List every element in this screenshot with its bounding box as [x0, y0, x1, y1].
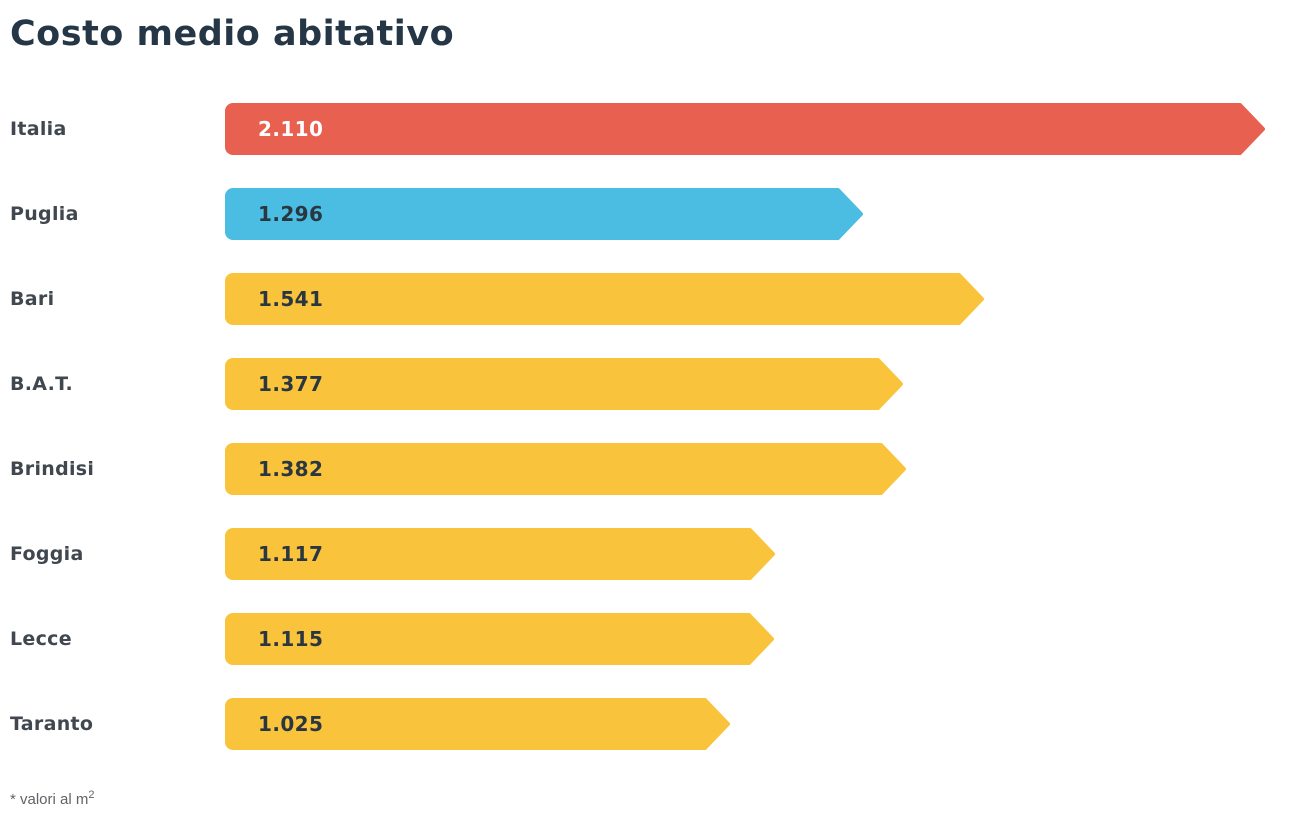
- bar-rect: 1.382: [225, 443, 881, 495]
- bar-value-label: 1.296: [258, 202, 324, 226]
- chart-row: Bari 1.541: [0, 273, 1311, 325]
- bar-value-label: 1.541: [258, 287, 324, 311]
- bar-rect: 1.115: [225, 613, 749, 665]
- bar: 1.117: [225, 528, 776, 580]
- bar-arrow-tip-icon: [749, 613, 774, 665]
- bar-arrow-tip-icon: [838, 188, 863, 240]
- bar-rect: 1.541: [225, 273, 959, 325]
- chart-row: Puglia 1.296: [0, 188, 1311, 240]
- footnote: * valori al m2: [10, 789, 94, 808]
- row-label: Brindisi: [10, 458, 95, 480]
- row-label: Foggia: [10, 543, 84, 565]
- chart-title: Costo medio abitativo: [10, 14, 455, 54]
- bar-value-label: 1.115: [258, 627, 324, 651]
- chart-row: Taranto 1.025: [0, 698, 1311, 750]
- bar: 1.115: [225, 613, 775, 665]
- bar-value-label: 2.110: [258, 117, 324, 141]
- row-label: Lecce: [10, 628, 72, 650]
- bar-rect: 1.296: [225, 188, 838, 240]
- bar: 1.377: [225, 358, 904, 410]
- bar-arrow-tip-icon: [881, 443, 906, 495]
- chart-row: Lecce 1.115: [0, 613, 1311, 665]
- row-label: Italia: [10, 118, 67, 140]
- bar-arrow-tip-icon: [959, 273, 984, 325]
- chart-row: Italia 2.110: [0, 103, 1311, 155]
- bar-value-label: 1.117: [258, 542, 324, 566]
- bar-arrow-tip-icon: [878, 358, 903, 410]
- bar-rect: 1.377: [225, 358, 878, 410]
- bar: 1.382: [225, 443, 907, 495]
- bar-value-label: 1.025: [258, 712, 324, 736]
- footnote-superscript: 2: [88, 789, 95, 801]
- footnote-text: * valori al m: [10, 791, 89, 808]
- bar: 2.110: [225, 103, 1266, 155]
- bar-rect: 1.025: [225, 698, 705, 750]
- bar-rect: 1.117: [225, 528, 750, 580]
- bar-arrow-tip-icon: [1240, 103, 1265, 155]
- bar-arrow-tip-icon: [705, 698, 730, 750]
- row-label: Bari: [10, 288, 55, 310]
- bar-value-label: 1.382: [258, 457, 324, 481]
- bar: 1.541: [225, 273, 985, 325]
- bar: 1.025: [225, 698, 731, 750]
- chart-row: B.A.T. 1.377: [0, 358, 1311, 410]
- row-label: B.A.T.: [10, 373, 74, 395]
- bar-arrow-tip-icon: [750, 528, 775, 580]
- bar: 1.296: [225, 188, 864, 240]
- chart-row: Brindisi 1.382: [0, 443, 1311, 495]
- bar-rect: 2.110: [225, 103, 1240, 155]
- bar-value-label: 1.377: [258, 372, 324, 396]
- chart-row: Foggia 1.117: [0, 528, 1311, 580]
- row-label: Taranto: [10, 713, 94, 735]
- row-label: Puglia: [10, 203, 79, 225]
